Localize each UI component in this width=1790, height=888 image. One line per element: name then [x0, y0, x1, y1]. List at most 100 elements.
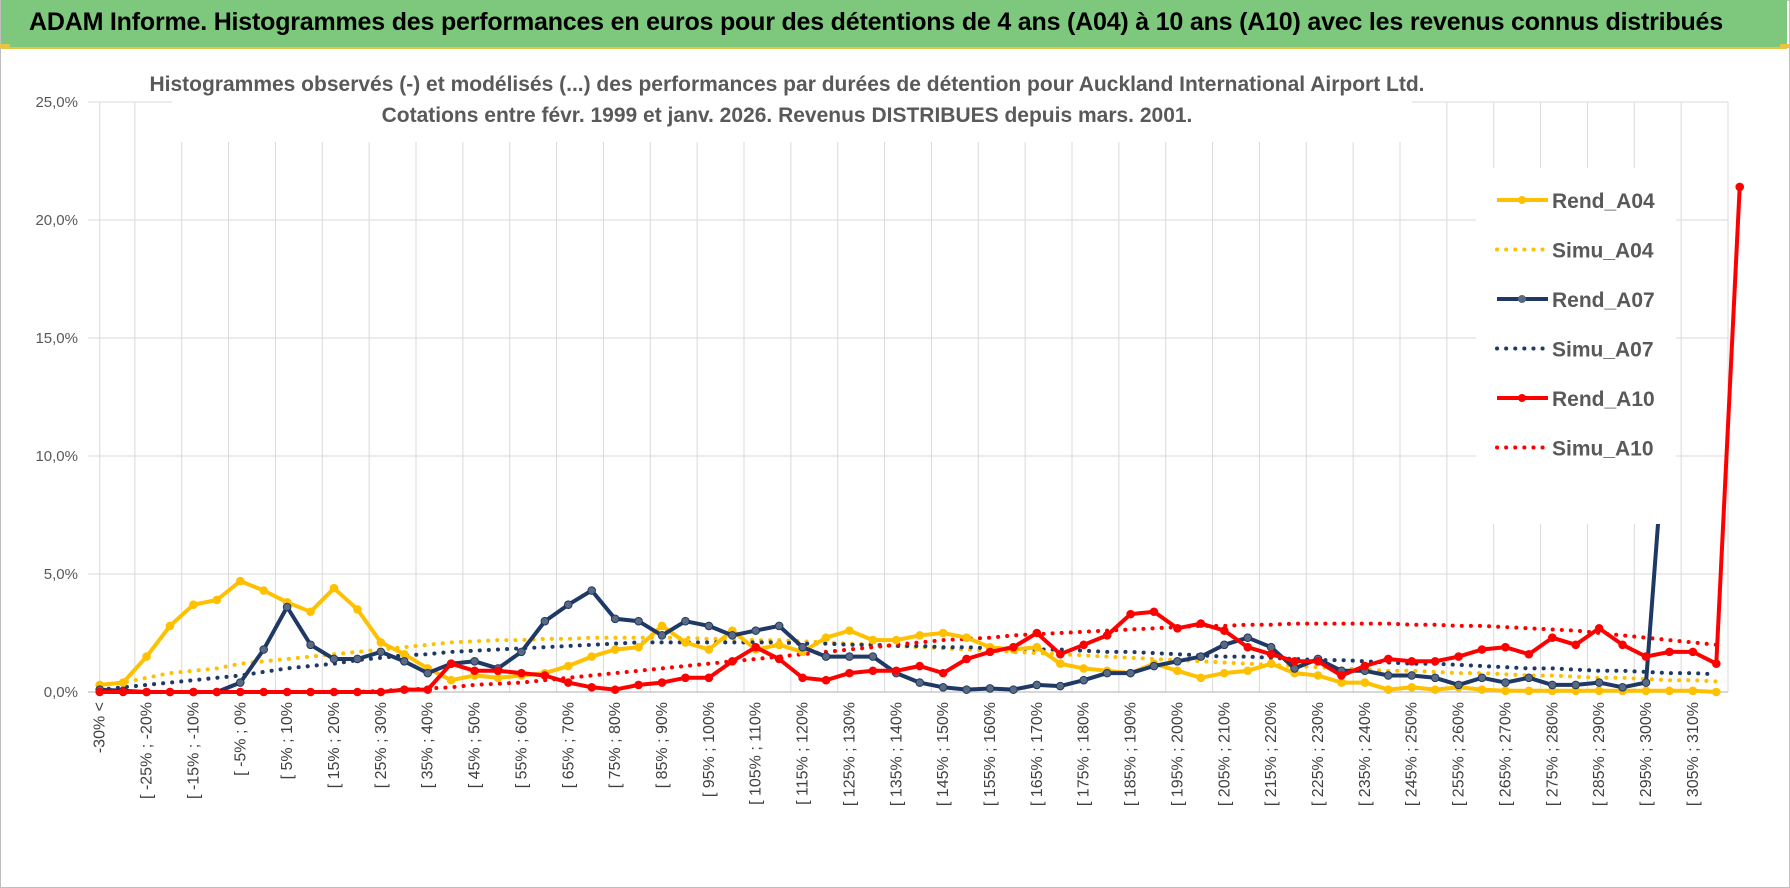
title-banner: ADAM Informe. Histogrammes des performan…	[1, 0, 1787, 49]
x-tick-label: [ -15% ; -10%	[185, 702, 202, 799]
data-point	[1009, 685, 1018, 694]
data-point	[610, 645, 620, 654]
data-point	[1196, 652, 1206, 661]
data-point	[235, 687, 245, 697]
data-point	[235, 678, 245, 687]
data-point	[938, 668, 948, 678]
data-point	[704, 621, 714, 631]
x-tick-label: [ 245% ; 250%	[1404, 702, 1421, 806]
data-point	[1196, 673, 1206, 683]
data-point	[376, 638, 386, 647]
series-rend-a10	[95, 182, 1745, 697]
data-point	[1501, 686, 1510, 696]
data-point	[1219, 626, 1229, 635]
x-tick-label: [ 5% ; 10%	[279, 702, 296, 779]
data-point	[962, 633, 971, 643]
data-point	[1711, 659, 1721, 668]
data-point	[1383, 654, 1393, 664]
data-point	[798, 673, 807, 683]
x-tick-label: [ 65% ; 70%	[560, 702, 577, 788]
data-point	[212, 595, 222, 605]
y-tick-label: 0,0%	[44, 684, 78, 701]
data-point	[563, 661, 573, 671]
data-point	[821, 675, 831, 685]
data-point	[282, 687, 292, 697]
data-point	[1407, 671, 1417, 680]
data-point	[891, 635, 901, 645]
data-point	[1383, 671, 1393, 680]
data-point	[587, 682, 597, 692]
data-point	[1102, 668, 1112, 678]
data-point	[1524, 649, 1534, 659]
data-point	[212, 687, 222, 697]
data-point	[1571, 680, 1581, 690]
data-point	[1102, 631, 1112, 640]
data-point	[1313, 671, 1323, 680]
data-point	[1501, 678, 1510, 687]
data-point	[1618, 682, 1627, 692]
data-point	[1524, 673, 1534, 683]
data-point	[306, 640, 315, 650]
legend-marker	[1518, 196, 1526, 204]
x-tick-label: [ -5% ; 0%	[232, 702, 249, 776]
data-point	[189, 600, 198, 609]
data-point	[938, 682, 948, 692]
x-tick-label: [ 255% ; 260%	[1451, 702, 1468, 806]
data-point	[306, 687, 315, 697]
legend-marker	[1518, 295, 1526, 303]
data-point	[235, 576, 245, 586]
data-point	[142, 687, 151, 697]
legend-item-rend-a07: Rend_A07	[1497, 289, 1655, 312]
data-point	[306, 607, 315, 617]
data-point	[704, 645, 714, 654]
data-point	[1126, 668, 1135, 678]
data-point	[1688, 647, 1698, 657]
data-point	[1383, 685, 1393, 694]
series-line	[99, 579, 1717, 694]
x-tick-label: [ 105% ; 110%	[748, 702, 765, 805]
data-point	[1430, 673, 1440, 683]
data-point	[1032, 680, 1042, 690]
x-tick-label: [ 125% ; 130%	[841, 702, 858, 806]
data-point	[1055, 659, 1065, 668]
x-tick-label: [ 55% ; 60%	[513, 702, 530, 788]
data-point	[868, 652, 878, 661]
y-tick-label: 25,0%	[35, 94, 78, 111]
data-point	[1501, 642, 1510, 652]
data-point	[118, 678, 128, 687]
data-point	[1173, 623, 1182, 633]
data-point	[1337, 671, 1346, 680]
data-point	[1079, 675, 1089, 685]
data-point	[1313, 657, 1323, 666]
data-point	[657, 631, 667, 640]
legend-item-rend-a04: Rend_A04	[1497, 190, 1655, 213]
x-tick-label: [ -25% ; -20%	[139, 702, 156, 799]
data-point	[1079, 640, 1089, 650]
y-tick-label: 20,0%	[35, 212, 78, 229]
legend-background	[1476, 168, 1676, 524]
data-point	[189, 687, 198, 697]
data-point	[1243, 633, 1253, 643]
x-tick-label: [ 285% ; 290%	[1591, 702, 1608, 806]
data-point	[540, 616, 550, 626]
data-point	[774, 621, 784, 631]
data-point	[634, 642, 643, 652]
chart-title: Histogrammes observés (-) et modélisés (…	[149, 73, 1424, 96]
data-point	[962, 654, 971, 664]
x-tick-label: [ 95% ; 100%	[701, 702, 718, 797]
data-point	[704, 673, 714, 683]
x-tick-label: [ 75% ; 80%	[607, 702, 624, 788]
data-point	[1173, 657, 1182, 666]
data-point	[563, 678, 573, 687]
data-point	[985, 684, 995, 693]
data-point	[587, 652, 597, 661]
data-point	[774, 654, 784, 664]
series-rend-a07	[95, 369, 1674, 697]
x-tick-label: [ 135% ; 140%	[888, 702, 905, 806]
data-point	[962, 685, 971, 694]
x-tick-label: [ 25% ; 30%	[373, 702, 390, 788]
data-point	[517, 668, 526, 678]
x-tick-label: [ 165% ; 170%	[1029, 702, 1046, 806]
data-point	[1266, 659, 1276, 668]
x-tick-label: [ 305% ; 310%	[1685, 702, 1702, 806]
